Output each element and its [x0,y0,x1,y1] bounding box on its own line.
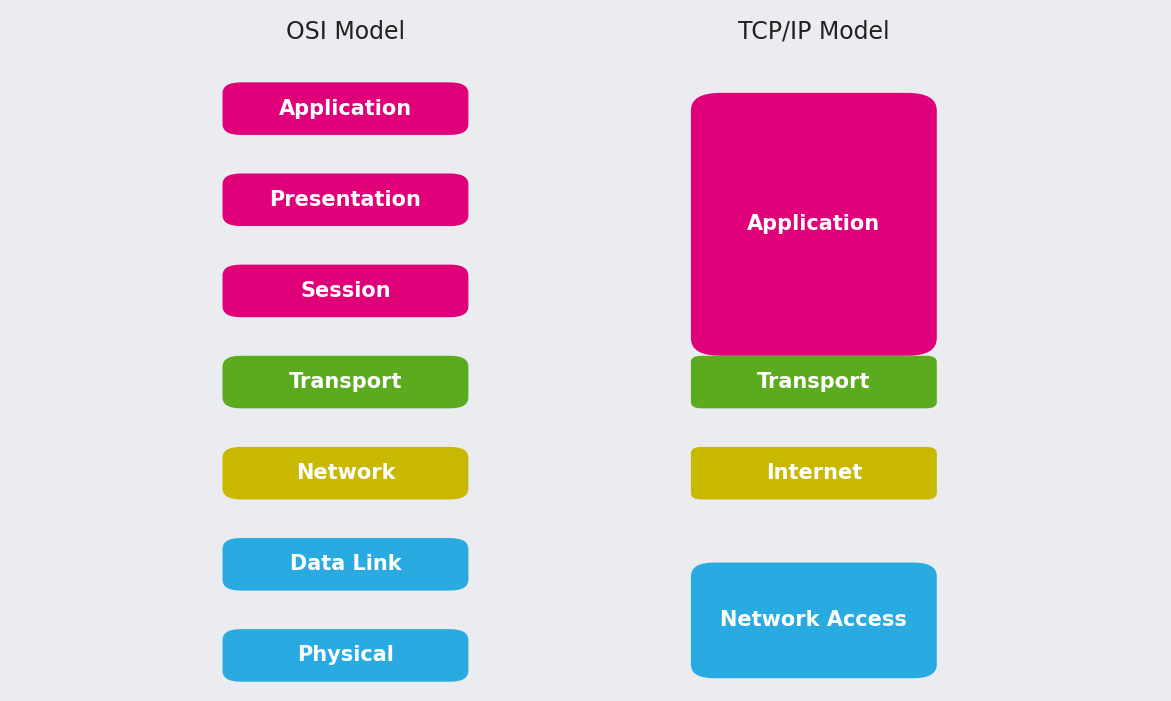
Text: Session: Session [300,281,391,301]
FancyBboxPatch shape [222,447,468,499]
Text: Network: Network [296,463,395,483]
Text: TCP/IP Model: TCP/IP Model [738,20,890,43]
FancyBboxPatch shape [222,83,468,135]
Text: Internet: Internet [766,463,862,483]
Text: Application: Application [747,215,881,234]
Text: Data Link: Data Link [289,554,402,574]
FancyBboxPatch shape [222,538,468,590]
FancyBboxPatch shape [222,265,468,317]
FancyBboxPatch shape [691,447,937,499]
Text: Network Access: Network Access [720,611,908,630]
FancyBboxPatch shape [222,174,468,226]
Text: Presentation: Presentation [269,190,422,210]
FancyBboxPatch shape [691,93,937,355]
Text: Transport: Transport [758,372,870,392]
FancyBboxPatch shape [222,355,468,408]
FancyBboxPatch shape [691,355,937,408]
Text: Application: Application [279,99,412,118]
Text: Transport: Transport [289,372,402,392]
Text: OSI Model: OSI Model [286,20,405,43]
Text: Physical: Physical [297,646,393,665]
FancyBboxPatch shape [691,562,937,679]
FancyBboxPatch shape [222,629,468,681]
